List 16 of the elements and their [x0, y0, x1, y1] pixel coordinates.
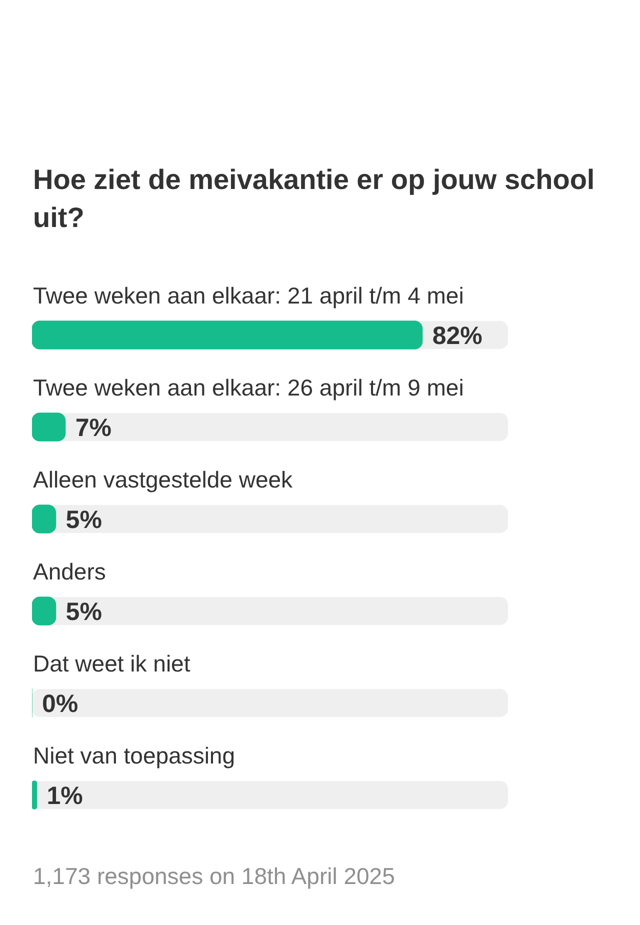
bar [32, 780, 38, 810]
y-tick-label: Niet van toepassing [33, 742, 236, 768]
text: 1,173 responses on 18th April 2025 [33, 863, 395, 889]
data-label: 0% [42, 690, 78, 718]
y-tick-label: Twee weken aan elkaar: 26 april t/m 9 mei [33, 374, 464, 400]
data-label: 5% [66, 506, 102, 534]
chart-title: Hoe ziet de meivakantie er op jouw school uit? [33, 163, 596, 235]
y-tick-label: Alleen vastgestelde week [33, 466, 294, 492]
data-label: 82% [432, 322, 482, 350]
y-tick-label: Anders [33, 558, 106, 584]
bar [32, 412, 66, 442]
data-label: 5% [66, 598, 102, 626]
data-label: 7% [75, 414, 112, 442]
y-tick-label: Dat weet ik niet [33, 650, 191, 676]
y-tick-label: Twee weken aan elkaar: 21 april t/m 4 mei [33, 282, 464, 308]
data-label: 1% [46, 782, 83, 810]
